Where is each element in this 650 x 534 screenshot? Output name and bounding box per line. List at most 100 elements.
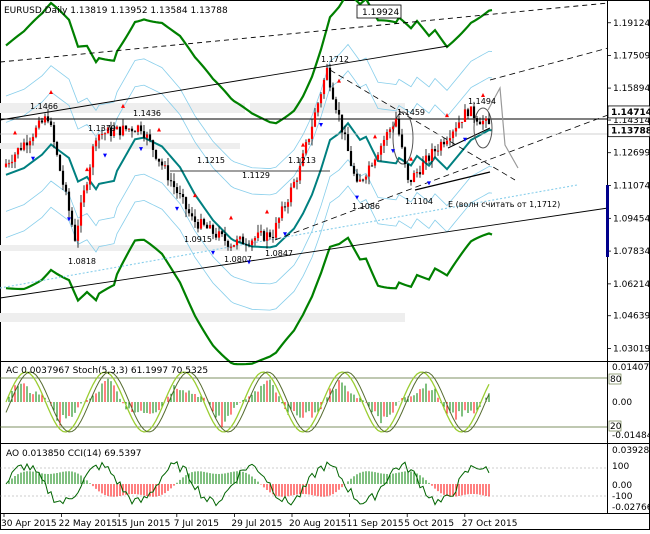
candle-body[interactable] bbox=[220, 231, 224, 235]
candle-body[interactable] bbox=[409, 179, 413, 183]
candle-body[interactable] bbox=[313, 112, 317, 127]
candle-body[interactable] bbox=[112, 129, 116, 136]
candle-body[interactable] bbox=[382, 139, 386, 146]
candle-body[interactable] bbox=[340, 114, 344, 133]
candle-body[interactable] bbox=[136, 125, 140, 132]
candle-body[interactable] bbox=[19, 148, 23, 150]
candle-body[interactable] bbox=[94, 140, 98, 147]
candle-body[interactable] bbox=[298, 165, 302, 181]
candle-body[interactable] bbox=[454, 127, 458, 132]
candle-body[interactable] bbox=[484, 118, 488, 121]
candle-body[interactable] bbox=[364, 176, 368, 180]
candle-body[interactable] bbox=[148, 134, 152, 141]
candle-body[interactable] bbox=[277, 218, 281, 223]
candle-body[interactable] bbox=[154, 149, 158, 159]
candle-body[interactable] bbox=[88, 167, 92, 185]
candle-body[interactable] bbox=[385, 132, 389, 140]
candle-body[interactable] bbox=[247, 244, 251, 246]
candle-body[interactable] bbox=[64, 184, 68, 192]
candle-body[interactable] bbox=[178, 193, 182, 195]
candle-body[interactable] bbox=[289, 187, 293, 203]
candle-body[interactable] bbox=[199, 219, 203, 229]
stochastic-panel[interactable] bbox=[0, 371, 607, 433]
candle-body[interactable] bbox=[445, 140, 449, 145]
candle-body[interactable] bbox=[79, 202, 83, 226]
candle-body[interactable] bbox=[73, 224, 77, 241]
candle-body[interactable] bbox=[466, 109, 470, 117]
candle-body[interactable] bbox=[103, 133, 107, 135]
candle-body[interactable] bbox=[16, 148, 20, 155]
candle-body[interactable] bbox=[439, 141, 443, 151]
candle-body[interactable] bbox=[166, 165, 170, 181]
candle-body[interactable] bbox=[193, 216, 197, 222]
candle-body[interactable] bbox=[241, 236, 245, 245]
candle-body[interactable] bbox=[271, 237, 275, 239]
candle-body[interactable] bbox=[319, 94, 323, 104]
candle-body[interactable] bbox=[175, 187, 179, 194]
candle-body[interactable] bbox=[400, 134, 404, 148]
candle-body[interactable] bbox=[472, 106, 476, 119]
candle-body[interactable] bbox=[133, 131, 137, 133]
candle-body[interactable] bbox=[442, 141, 446, 145]
candle-body[interactable] bbox=[424, 155, 428, 163]
candle-body[interactable] bbox=[43, 116, 47, 123]
candle-body[interactable] bbox=[349, 151, 353, 166]
candle-body[interactable] bbox=[229, 246, 233, 248]
candle-body[interactable] bbox=[469, 106, 473, 117]
candle-body[interactable] bbox=[85, 184, 89, 191]
candle-body[interactable] bbox=[250, 240, 254, 246]
candle-body[interactable] bbox=[76, 225, 80, 241]
candle-body[interactable] bbox=[82, 190, 86, 203]
candle-body[interactable] bbox=[139, 125, 143, 132]
candle-body[interactable] bbox=[346, 134, 350, 152]
candle-body[interactable] bbox=[394, 118, 398, 127]
candle-body[interactable] bbox=[436, 150, 440, 152]
candle-body[interactable] bbox=[184, 197, 188, 210]
candle-body[interactable] bbox=[352, 165, 356, 174]
candle-body[interactable] bbox=[430, 148, 434, 161]
candle-body[interactable] bbox=[181, 194, 185, 198]
candle-body[interactable] bbox=[127, 128, 131, 130]
candle-body[interactable] bbox=[13, 154, 17, 162]
candle-body[interactable] bbox=[412, 173, 416, 183]
candle-body[interactable] bbox=[226, 240, 230, 247]
candle-body[interactable] bbox=[478, 121, 482, 125]
candle-body[interactable] bbox=[253, 238, 257, 241]
candle-body[interactable] bbox=[307, 138, 311, 143]
candle-body[interactable] bbox=[142, 131, 146, 138]
candle-body[interactable] bbox=[262, 231, 266, 241]
candle-body[interactable] bbox=[370, 165, 374, 167]
candles-group[interactable] bbox=[4, 63, 491, 252]
candle-body[interactable] bbox=[475, 118, 479, 122]
candle-body[interactable] bbox=[205, 224, 209, 229]
candle-body[interactable] bbox=[406, 164, 410, 180]
candle-body[interactable] bbox=[487, 118, 491, 125]
candle-body[interactable] bbox=[169, 180, 173, 182]
candle-body[interactable] bbox=[427, 155, 431, 161]
candle-body[interactable] bbox=[373, 159, 377, 166]
candle-body[interactable] bbox=[196, 221, 200, 229]
candle-body[interactable] bbox=[280, 206, 284, 219]
candle-body[interactable] bbox=[37, 120, 41, 128]
candle-body[interactable] bbox=[211, 225, 215, 234]
candle-body[interactable] bbox=[46, 116, 50, 122]
candle-body[interactable] bbox=[403, 147, 407, 165]
candle-body[interactable] bbox=[157, 158, 161, 162]
candle-body[interactable] bbox=[358, 179, 362, 182]
candle-body[interactable] bbox=[259, 231, 263, 233]
candle-body[interactable] bbox=[130, 128, 134, 132]
candle-body[interactable] bbox=[70, 210, 74, 225]
candle-body[interactable] bbox=[337, 109, 341, 115]
candle-body[interactable] bbox=[481, 120, 485, 125]
candle-body[interactable] bbox=[109, 127, 113, 136]
candle-body[interactable] bbox=[388, 129, 392, 133]
candle-body[interactable] bbox=[202, 219, 206, 225]
candle-body[interactable] bbox=[145, 134, 149, 138]
candle-body[interactable] bbox=[457, 122, 461, 128]
candle-body[interactable] bbox=[256, 232, 260, 239]
candle-body[interactable] bbox=[10, 161, 14, 164]
candle-body[interactable] bbox=[367, 165, 371, 177]
candle-body[interactable] bbox=[25, 142, 29, 146]
